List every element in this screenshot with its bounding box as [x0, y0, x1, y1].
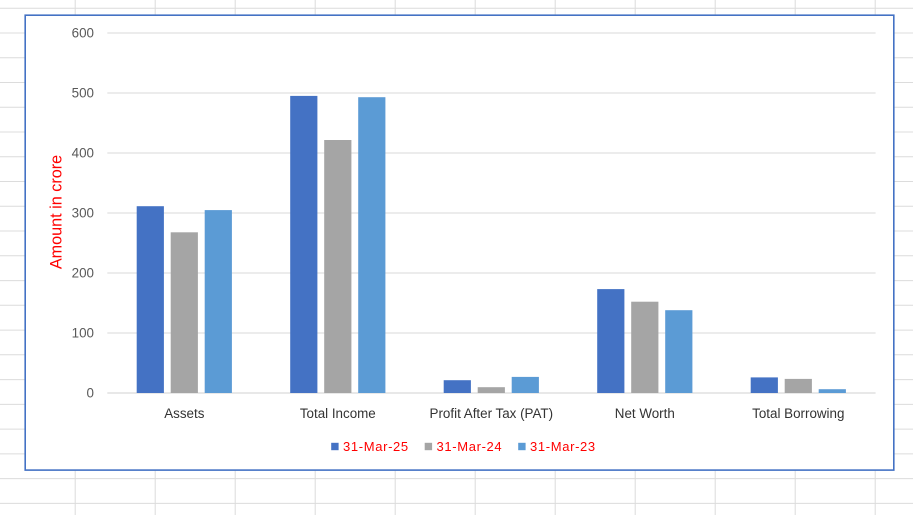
svg-text:Total Income: Total Income [300, 406, 376, 421]
svg-text:500: 500 [72, 86, 94, 101]
svg-text:600: 600 [72, 26, 94, 41]
svg-text:Net Worth: Net Worth [615, 406, 675, 421]
svg-text:100: 100 [72, 326, 94, 341]
svg-text:200: 200 [72, 266, 94, 281]
svg-text:Amount in crore: Amount in crore [48, 155, 66, 269]
svg-text:Profit After Tax (PAT): Profit After Tax (PAT) [430, 406, 554, 421]
svg-text:0: 0 [87, 386, 94, 401]
svg-text:300: 300 [72, 206, 94, 221]
svg-text:400: 400 [72, 146, 94, 161]
svg-text:Total Borrowing: Total Borrowing [752, 406, 844, 421]
svg-text:31-Mar-23: 31-Mar-23 [530, 439, 596, 454]
svg-text:31-Mar-24: 31-Mar-24 [437, 439, 503, 454]
svg-text:31-Mar-25: 31-Mar-25 [343, 439, 409, 454]
svg-text:Assets: Assets [164, 406, 204, 421]
